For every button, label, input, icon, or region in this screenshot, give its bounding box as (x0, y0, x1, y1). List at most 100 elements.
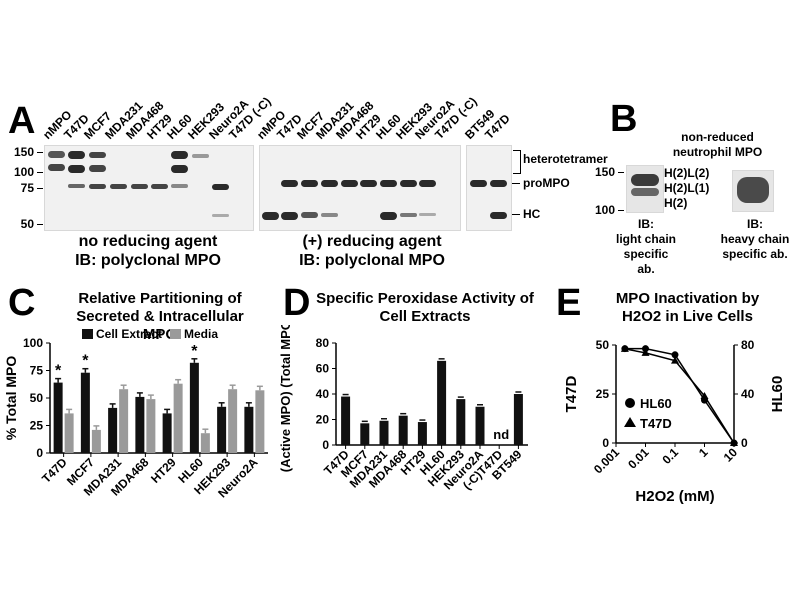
significance-star: * (55, 363, 62, 380)
data-point (671, 356, 679, 364)
nd-label: nd (493, 427, 509, 442)
chart-e: 0 25 50 0 40 80 T47D HL60 0.001 0.01 0.1 1 10 H2O2 (m… (563, 338, 786, 505)
heterotetramer-bracket (513, 150, 521, 174)
bar (91, 429, 101, 453)
bar (146, 399, 156, 453)
left-y-tick-label: 0 (602, 436, 609, 450)
panel-label-c: C (8, 282, 36, 324)
data-point (642, 345, 649, 353)
bar (360, 423, 370, 445)
chart-d-title: Specific Peroxidase Activity of Cell Ext… (310, 290, 540, 326)
y-tick-label: 40 (316, 387, 330, 401)
bar (341, 396, 351, 445)
right-y-tick-label: 80 (741, 338, 755, 352)
y-tick-label: 0 (36, 446, 43, 460)
label-promo: proMPO (523, 176, 570, 190)
caption-reduced: (+) reducing agent IB: polyclonal MPO (299, 233, 445, 269)
right-y-tick-label: 0 (741, 436, 748, 450)
panel-label-e: E (556, 282, 582, 324)
bar (244, 406, 254, 453)
chart-e-title-text: MPO Inactivation by H2O2 in Live Cells (615, 290, 760, 325)
bar (513, 394, 523, 445)
label-heterotetramer: heterotetramer (523, 152, 608, 166)
bar (64, 413, 74, 453)
right-axis-label: HL60 (769, 376, 786, 413)
chart-e-title: MPO Inactivation by H2O2 in Live Cells (600, 290, 775, 326)
x-tick-label: 1 (696, 445, 711, 460)
bar (456, 399, 466, 445)
legend-label: T47D (640, 416, 672, 431)
label-hc: HC (523, 207, 541, 221)
y-tick-label: 80 (316, 336, 330, 350)
bar (475, 406, 485, 445)
forms-labels: H(2)L(2) H(2)L(1) H(2) (664, 166, 710, 210)
y-axis-label: (Active MPO) (Total MPO) (278, 325, 293, 472)
data-point (641, 348, 650, 356)
blot-heavy-chain (732, 170, 774, 212)
legend-marker (625, 398, 635, 408)
bar (255, 390, 265, 453)
x-tick-label: 0.01 (625, 445, 652, 472)
bar (135, 396, 145, 453)
bar (173, 383, 183, 453)
mw-b-150: 150 (594, 165, 615, 179)
legend-swatch (170, 329, 181, 339)
legend-label: HL60 (640, 396, 672, 411)
bar (189, 362, 199, 453)
legend-label: Cell Extract (96, 327, 162, 341)
mw-marker: 150 (13, 145, 34, 159)
bar (119, 389, 129, 453)
y-tick-label: 100 (23, 336, 43, 350)
y-tick-label: 20 (316, 413, 330, 427)
bar (53, 382, 63, 453)
y-tick-label: 25 (30, 419, 44, 433)
legend-swatch (82, 329, 93, 339)
caption-heavy-chain: IB: heavy chain specific ab. (720, 217, 790, 261)
x-tick-label: 0.1 (659, 445, 681, 467)
y-axis-label: % Total MPO (3, 356, 19, 441)
legend-label: Media (184, 327, 218, 341)
bar (217, 406, 227, 453)
caption-light-chain: IB: light chain specific ab. (616, 217, 676, 276)
x-tick-label: 10 (721, 445, 741, 465)
chart-d-title-text: Specific Peroxidase Activity of Cell Ext… (316, 290, 534, 325)
mw-marker: 100 (13, 165, 34, 179)
blot-bt549 (466, 145, 512, 231)
chart-c-title-text: Relative Partitioning of Secreted & Intr… (76, 290, 244, 343)
panel-label-b: B (610, 98, 638, 140)
mw-marker: 75 (20, 181, 34, 195)
x-tick-label: T47D (39, 455, 70, 486)
bar (379, 420, 389, 445)
blot-nonreduced (44, 145, 254, 231)
data-point (671, 351, 679, 359)
bar (200, 433, 210, 453)
bar (398, 415, 408, 445)
y-tick-label: 75 (30, 364, 44, 378)
bar (437, 360, 447, 445)
blot-light-chain (626, 165, 664, 213)
x-tick-label: HT29 (148, 455, 179, 486)
data-point (620, 344, 629, 352)
chart-c: 0 25 50 75 100 % Total MPO Cell Extract Media * T… (3, 327, 268, 500)
left-y-tick-label: 50 (596, 338, 610, 352)
significance-star: * (191, 343, 198, 360)
bar (228, 389, 238, 453)
chart-c-title: Relative Partitioning of Secreted & Intr… (60, 290, 260, 344)
y-tick-label: 60 (316, 362, 330, 376)
panel-b-title: non-reduced neutrophil MPO (672, 130, 763, 159)
significance-star: * (82, 353, 89, 370)
panel-label-a: A (8, 100, 36, 142)
data-point (700, 391, 709, 399)
legend-marker (624, 417, 636, 427)
y-tick-label: 50 (30, 391, 44, 405)
blot-reduced (259, 145, 461, 231)
left-y-tick-label: 25 (596, 387, 610, 401)
data-point (730, 439, 738, 446)
right-y-tick-label: 40 (741, 387, 755, 401)
y-tick-label: 0 (322, 438, 329, 452)
mw-marker: 50 (20, 217, 34, 231)
caption-nonreduced: no reducing agent IB: polyclonal MPO (75, 233, 221, 269)
x-axis-label: H2O2 (mM) (635, 488, 714, 505)
panel-label-d: D (283, 282, 311, 324)
